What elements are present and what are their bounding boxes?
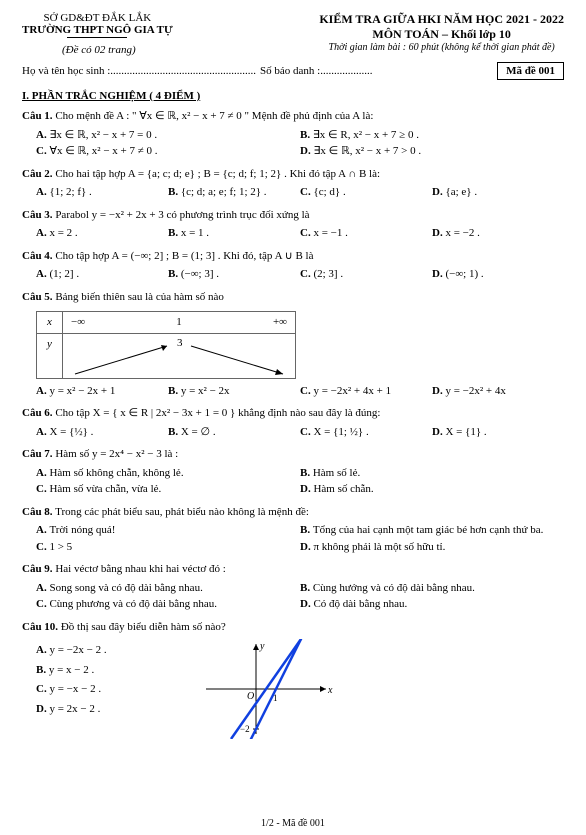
line-graph-icon: x y O 1 −2 [196, 639, 336, 739]
q5-b: y = x² − 2x [181, 385, 230, 397]
question-1: Câu 1. Cho mệnh đề A : " ∀x ∈ ℝ, x² − x … [22, 108, 564, 160]
svg-text:3: 3 [177, 337, 183, 349]
q10-label: Câu 10. [22, 621, 58, 633]
q3-label: Câu 3. [22, 209, 53, 221]
q1-a: ∃x ∈ ℝ, x² − x + 7 = 0 . [49, 129, 157, 141]
q9-label: Câu 9. [22, 563, 53, 575]
question-4: Câu 4. Cho tập hợp A = (−∞; 2] ; B = (1;… [22, 248, 564, 283]
q7-d: Hàm số chẵn. [313, 483, 373, 495]
vt-x0: −∞ [71, 314, 85, 331]
exam-code-box: Mã đề 001 [497, 62, 564, 80]
q9-c: Cùng phương và có độ dài bằng nhau. [49, 598, 217, 610]
q2-text: Cho hai tập hợp A = {a; c; d; e} ; B = {… [55, 168, 380, 180]
header: SỞ GD&ĐT ĐẮK LẮK TRƯỜNG THPT NGÔ GIA TỰ … [22, 12, 564, 56]
variation-table: x −∞ 1 +∞ y 3 [36, 311, 296, 379]
q8-b: Tổng của hai cạnh một tam giác bé hơn cạ… [313, 524, 543, 536]
q2-label: Câu 2. [22, 168, 53, 180]
q9-b: Cùng hướng và có độ dài bằng nhau. [313, 582, 475, 594]
variation-arrows-icon: 3 [63, 334, 295, 378]
q3-b: x = 1 . [181, 227, 209, 239]
q10-text: Đồ thị sau đây biểu diễn hàm số nào? [61, 621, 226, 633]
q4-b: (−∞; 3] . [181, 268, 219, 280]
q3-c: x = −1 . [313, 227, 347, 239]
q7-c: Hàm số vừa chẵn, vừa lẻ. [49, 483, 161, 495]
q2-b: {c; d; a; e; f; 1; 2} . [181, 186, 267, 198]
q6-d: X = {1} . [445, 426, 486, 438]
q2-a: {1; 2; f} . [49, 186, 91, 198]
q8-d: π không phải là một số hữu tỉ. [313, 541, 445, 553]
q10-d: y = 2x − 2 . [49, 703, 100, 715]
page-count: (Đề có 02 trang) [62, 44, 173, 56]
q7-b: Hàm số lẻ. [313, 467, 360, 479]
q1-text: Cho mệnh đề A : " ∀x ∈ ℝ, x² − x + 7 ≠ 0… [55, 110, 373, 122]
svg-text:y: y [259, 641, 265, 652]
q3-a: x = 2 . [49, 227, 77, 239]
question-6: Câu 6. Cho tập X = { x ∈ R | 2x² − 3x + … [22, 405, 564, 440]
q7-a: Hàm số không chẵn, không lẻ. [49, 467, 183, 479]
q1-b: ∃x ∈ R, x² − x + 7 ≥ 0 . [313, 129, 419, 141]
vt-x1: 1 [176, 314, 182, 331]
q8-text: Trong các phát biểu sau, phát biểu nào k… [55, 506, 309, 518]
q8-a: Trời nóng quá! [49, 524, 115, 536]
q7-text: Hàm số y = 2x⁴ − x² − 3 là : [55, 448, 178, 460]
sbd-label: Số báo danh : [260, 65, 320, 77]
q9-d: Có độ dài bằng nhau. [313, 598, 407, 610]
q5-d: y = −2x² + 4x [445, 385, 505, 397]
sbd-dots: ................... [320, 65, 372, 77]
org-line: SỞ GD&ĐT ĐẮK LẮK [22, 12, 173, 24]
vt-x2: +∞ [273, 314, 287, 331]
page-footer: 1/2 - Mã đề 001 [0, 818, 586, 829]
svg-text:x: x [327, 685, 333, 696]
question-10: Câu 10. Đồ thị sau đây biểu diễn hàm số … [22, 619, 564, 740]
q4-d: (−∞; 1) . [445, 268, 483, 280]
q6-b: X = ∅ . [181, 426, 216, 438]
q1-label: Câu 1. [22, 110, 53, 122]
q10-a: y = −2x − 2 . [49, 644, 106, 656]
q4-label: Câu 4. [22, 250, 53, 262]
q2-d: {a; e} . [445, 186, 477, 198]
q10-c: y = −x − 2 . [49, 683, 101, 695]
divider [67, 37, 127, 38]
question-9: Câu 9. Hai véctơ bằng nhau khi hai véctơ… [22, 561, 564, 613]
q2-c: {c; d} . [313, 186, 345, 198]
header-left: SỞ GD&ĐT ĐẮK LẮK TRƯỜNG THPT NGÔ GIA TỰ … [22, 12, 173, 56]
q4-a: (1; 2] . [49, 268, 79, 280]
q6-label: Câu 6. [22, 407, 53, 419]
q10-graph: x y O 1 −2 [196, 639, 336, 739]
q9-text: Hai véctơ bằng nhau khi hai véctơ đó : [55, 563, 225, 575]
q5-a: y = x² − 2x + 1 [49, 385, 115, 397]
name-dots: ........................................… [110, 65, 256, 77]
q5-label: Câu 5. [22, 291, 53, 303]
q7-label: Câu 7. [22, 448, 53, 460]
q9-a: Song song và có độ dài bằng nhau. [49, 582, 202, 594]
header-right: KIỂM TRA GIỮA HKI NĂM HỌC 2021 - 2022 MÔ… [319, 12, 564, 56]
exam-title: KIỂM TRA GIỮA HKI NĂM HỌC 2021 - 2022 [319, 12, 564, 27]
duration-line: Thời gian làm bài : 60 phút (không kể th… [319, 42, 564, 53]
name-label: Họ và tên học sinh : [22, 65, 110, 77]
q3-text: Parabol y = −x² + 2x + 3 có phương trình… [55, 209, 309, 221]
student-info-row: Họ và tên học sinh : ...................… [22, 62, 564, 80]
q8-label: Câu 8. [22, 506, 53, 518]
q8-c: 1 > 5 [49, 541, 72, 553]
q3-d: x = −2 . [445, 227, 479, 239]
q4-text: Cho tập hợp A = (−∞; 2] ; B = (1; 3] . K… [55, 250, 313, 262]
q6-c: X = {1; ½} . [313, 426, 368, 438]
school-line: TRƯỜNG THPT NGÔ GIA TỰ [22, 24, 173, 36]
subject-line: MÔN TOÁN – Khối lớp 10 [319, 27, 564, 42]
q1-c: ∀x ∈ ℝ, x² − x + 7 ≠ 0 . [49, 145, 157, 157]
q10-b: y = x − 2 . [49, 664, 94, 676]
q1-d: ∃x ∈ ℝ, x² − x + 7 > 0 . [313, 145, 421, 157]
question-5: Câu 5. Bảng biến thiên sau là của hàm số… [22, 289, 564, 400]
svg-text:O: O [247, 691, 254, 702]
q5-text: Bảng biến thiên sau là của hàm số nào [55, 291, 224, 303]
section-1-title: I. PHẦN TRẮC NGHIỆM ( 4 ĐIỂM ) [22, 90, 564, 102]
q6-a: X = {½} . [49, 426, 93, 438]
q5-c: y = −2x² + 4x + 1 [313, 385, 391, 397]
question-7: Câu 7. Hàm số y = 2x⁴ − x² − 3 là : A. H… [22, 446, 564, 498]
question-8: Câu 8. Trong các phát biểu sau, phát biể… [22, 504, 564, 556]
question-3: Câu 3. Parabol y = −x² + 2x + 3 có phươn… [22, 207, 564, 242]
q4-c: (2; 3] . [313, 268, 343, 280]
q6-text: Cho tập X = { x ∈ R | 2x² − 3x + 1 = 0 }… [55, 407, 380, 419]
question-2: Câu 2. Cho hai tập hợp A = {a; c; d; e} … [22, 166, 564, 201]
